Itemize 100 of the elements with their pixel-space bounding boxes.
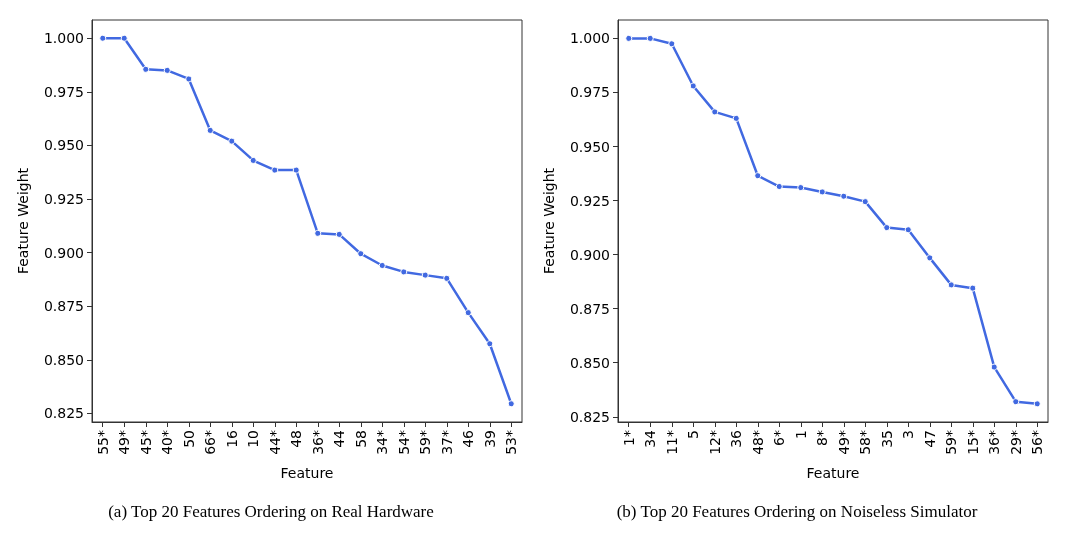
point — [646, 34, 654, 42]
y-tick-label: 0.975 — [43, 83, 84, 100]
x-tick-label: 5 — [685, 430, 702, 439]
point — [314, 229, 322, 237]
point — [711, 108, 719, 116]
x-tick-label: 45* — [137, 430, 154, 455]
point — [443, 274, 451, 282]
y-axis-title: Feature Weight — [541, 167, 557, 275]
x-tick-label: 3 — [900, 430, 917, 439]
point — [507, 400, 515, 408]
y-tick-label: 0.850 — [43, 351, 84, 368]
point — [228, 137, 236, 145]
point — [883, 224, 891, 232]
y-tick-label: 0.875 — [569, 300, 610, 317]
x-tick-label: 56* — [1029, 430, 1046, 455]
x-tick-label: 55* — [94, 430, 111, 455]
point — [818, 188, 826, 196]
point — [947, 281, 955, 289]
x-axis-title: Feature — [280, 465, 334, 481]
y-tick-label: 0.950 — [569, 138, 610, 155]
point — [378, 261, 386, 269]
x-tick-label: 44 — [331, 429, 348, 448]
point — [163, 66, 171, 74]
point — [486, 340, 494, 348]
x-tick-label: 66* — [202, 430, 219, 455]
x-tick-label: 40* — [159, 430, 176, 455]
point — [249, 156, 257, 164]
x-tick-label: 29* — [1007, 430, 1024, 455]
x-tick-label: 46 — [460, 429, 477, 448]
point — [185, 75, 193, 83]
y-tick-label: 0.925 — [43, 191, 84, 208]
text: (b) Top 20 Features Ordering on Noiseless Simulator — [616, 502, 978, 521]
x-tick-label: 6* — [771, 430, 788, 446]
point — [421, 271, 429, 279]
x-tick-label: 37* — [438, 430, 455, 455]
x-tick-label: 16 — [223, 429, 240, 448]
point — [335, 230, 343, 238]
y-tick-label: 0.875 — [43, 298, 84, 315]
x-tick-label: 11* — [663, 430, 680, 455]
y-tick-label: 0.850 — [569, 354, 610, 371]
x-tick-label: 58* — [857, 430, 874, 455]
point — [357, 250, 365, 258]
point — [400, 268, 408, 276]
x-tick-label: 49* — [116, 430, 133, 455]
x-tick-label: 34* — [374, 430, 391, 455]
point — [689, 82, 697, 90]
point — [754, 172, 762, 180]
point — [732, 114, 740, 122]
x-tick-label: 15* — [964, 430, 981, 455]
point — [206, 126, 214, 134]
point — [861, 198, 869, 206]
x-tick-label: 1* — [620, 430, 637, 446]
point — [142, 65, 150, 73]
point — [1033, 400, 1041, 408]
point — [120, 34, 128, 42]
point — [775, 183, 783, 191]
point — [464, 309, 472, 317]
y-tick-label: 0.825 — [43, 405, 84, 422]
x-tick-label: 36* — [309, 430, 326, 455]
x-tick-label: 53* — [503, 430, 520, 455]
x-axis-title: Feature — [806, 465, 860, 481]
x-tick-label: 50 — [180, 430, 197, 448]
point — [840, 192, 848, 200]
x-tick-label: 39 — [481, 430, 498, 448]
point — [668, 40, 676, 48]
x-tick-label: 44* — [266, 430, 283, 455]
point — [904, 226, 912, 234]
point — [990, 363, 998, 371]
x-tick-label: 35 — [878, 430, 895, 448]
point — [797, 184, 805, 192]
text: (a) Top 20 Features Ordering on Real Hardware — [108, 502, 434, 521]
y-tick-label: 0.900 — [43, 244, 84, 261]
x-tick-label: 36* — [986, 430, 1003, 455]
x-tick-label: 49* — [835, 430, 852, 455]
point — [625, 34, 633, 42]
y-tick-label: 1.000 — [569, 30, 610, 47]
x-tick-label: 48 — [288, 430, 305, 448]
point — [969, 284, 977, 292]
x-tick-label: 48* — [749, 430, 766, 455]
point — [99, 34, 107, 42]
y-tick-label: 0.900 — [569, 246, 610, 263]
x-tick-label: 47 — [921, 430, 938, 448]
x-tick-label: 59* — [417, 430, 434, 455]
x-tick-label: 54* — [395, 430, 412, 455]
y-tick-label: 0.925 — [569, 192, 610, 209]
y-axis-title: Feature Weight — [15, 167, 31, 275]
point — [1012, 398, 1020, 406]
x-tick-label: 1 — [792, 430, 809, 439]
point — [271, 166, 279, 174]
x-tick-label: 10 — [245, 430, 262, 448]
y-tick-label: 0.825 — [569, 408, 610, 425]
point — [292, 166, 300, 174]
x-tick-label: 12* — [706, 430, 723, 455]
x-tick-label: 36 — [728, 429, 745, 448]
x-tick-label: 34 — [642, 429, 659, 448]
x-tick-label: 8* — [814, 430, 831, 446]
x-tick-label: 58 — [352, 430, 369, 448]
y-tick-label: 0.975 — [569, 84, 610, 101]
y-tick-label: 0.950 — [43, 137, 84, 154]
y-tick-label: 1.000 — [43, 30, 84, 47]
